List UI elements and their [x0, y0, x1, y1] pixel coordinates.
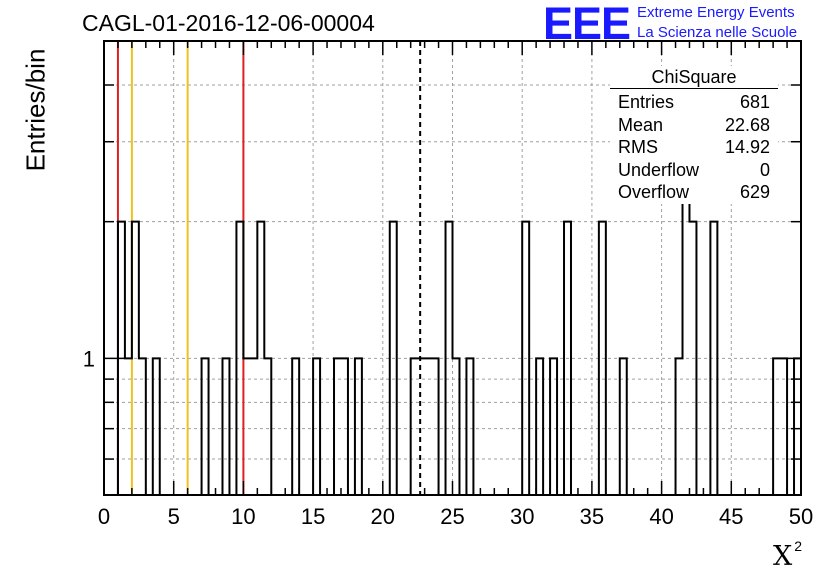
x-tick-label: 20 — [371, 504, 395, 529]
x-axis-label-base: X — [772, 541, 793, 572]
stats-label: Entries — [618, 92, 675, 112]
x-tick-label: 25 — [440, 504, 464, 529]
x-tick-label: 0 — [98, 504, 110, 529]
stats-label: Overflow — [618, 182, 690, 203]
stats-row-overflow: Overflow 629 — [610, 181, 778, 204]
axis-ticks — [103, 41, 802, 495]
x-tick-label: 10 — [231, 504, 255, 529]
x-tick-label: 45 — [719, 504, 743, 529]
stats-row-mean: Mean 22.68 — [610, 114, 778, 137]
reference-lines — [116, 41, 422, 495]
x-tick-label: 5 — [168, 504, 180, 529]
stats-value: 681 — [739, 92, 770, 112]
logo-text-line2: La Scienza nelle Scuole — [637, 24, 798, 41]
stats-value: 14.92 — [724, 137, 770, 158]
y-axis-label: Entries/bin — [20, 48, 51, 172]
stats-row-entries: Entries 681 — [610, 91, 778, 114]
stats-value: 629 — [739, 182, 770, 203]
x-tick-label: 40 — [649, 504, 673, 529]
stats-value: 22.68 — [724, 114, 770, 135]
stats-label: Underflow — [618, 159, 700, 180]
tick-labels: 0 5 10 15 20 25 30 35 40 45 50 1 — [83, 346, 813, 529]
x-tick-label: 50 — [789, 504, 813, 529]
chart-title: CAGL-01-2016-12-06-00004 — [82, 10, 375, 36]
stats-label: Mean — [618, 114, 664, 135]
stats-label: RMS — [618, 137, 658, 158]
eee-logo: EEE — [543, 0, 631, 49]
stats-value: 0 — [759, 159, 770, 180]
y-tick-label: 1 — [83, 346, 95, 371]
stats-row-rms: RMS 14.92 — [610, 136, 778, 159]
stats-row-underflow: Underflow 0 — [610, 159, 778, 182]
plot-frame — [103, 40, 802, 496]
stats-box: ChiSquare Entries 681 Mean 22.68 RMS 14.… — [610, 66, 778, 204]
stats-title: ChiSquare — [610, 66, 778, 89]
x-axis-label-superscript: 2 — [794, 538, 802, 554]
x-tick-label: 30 — [510, 504, 534, 529]
x-tick-label: 15 — [301, 504, 325, 529]
x-tick-label: 35 — [580, 504, 604, 529]
logo-text-line1: Extreme Energy Events — [637, 4, 795, 21]
